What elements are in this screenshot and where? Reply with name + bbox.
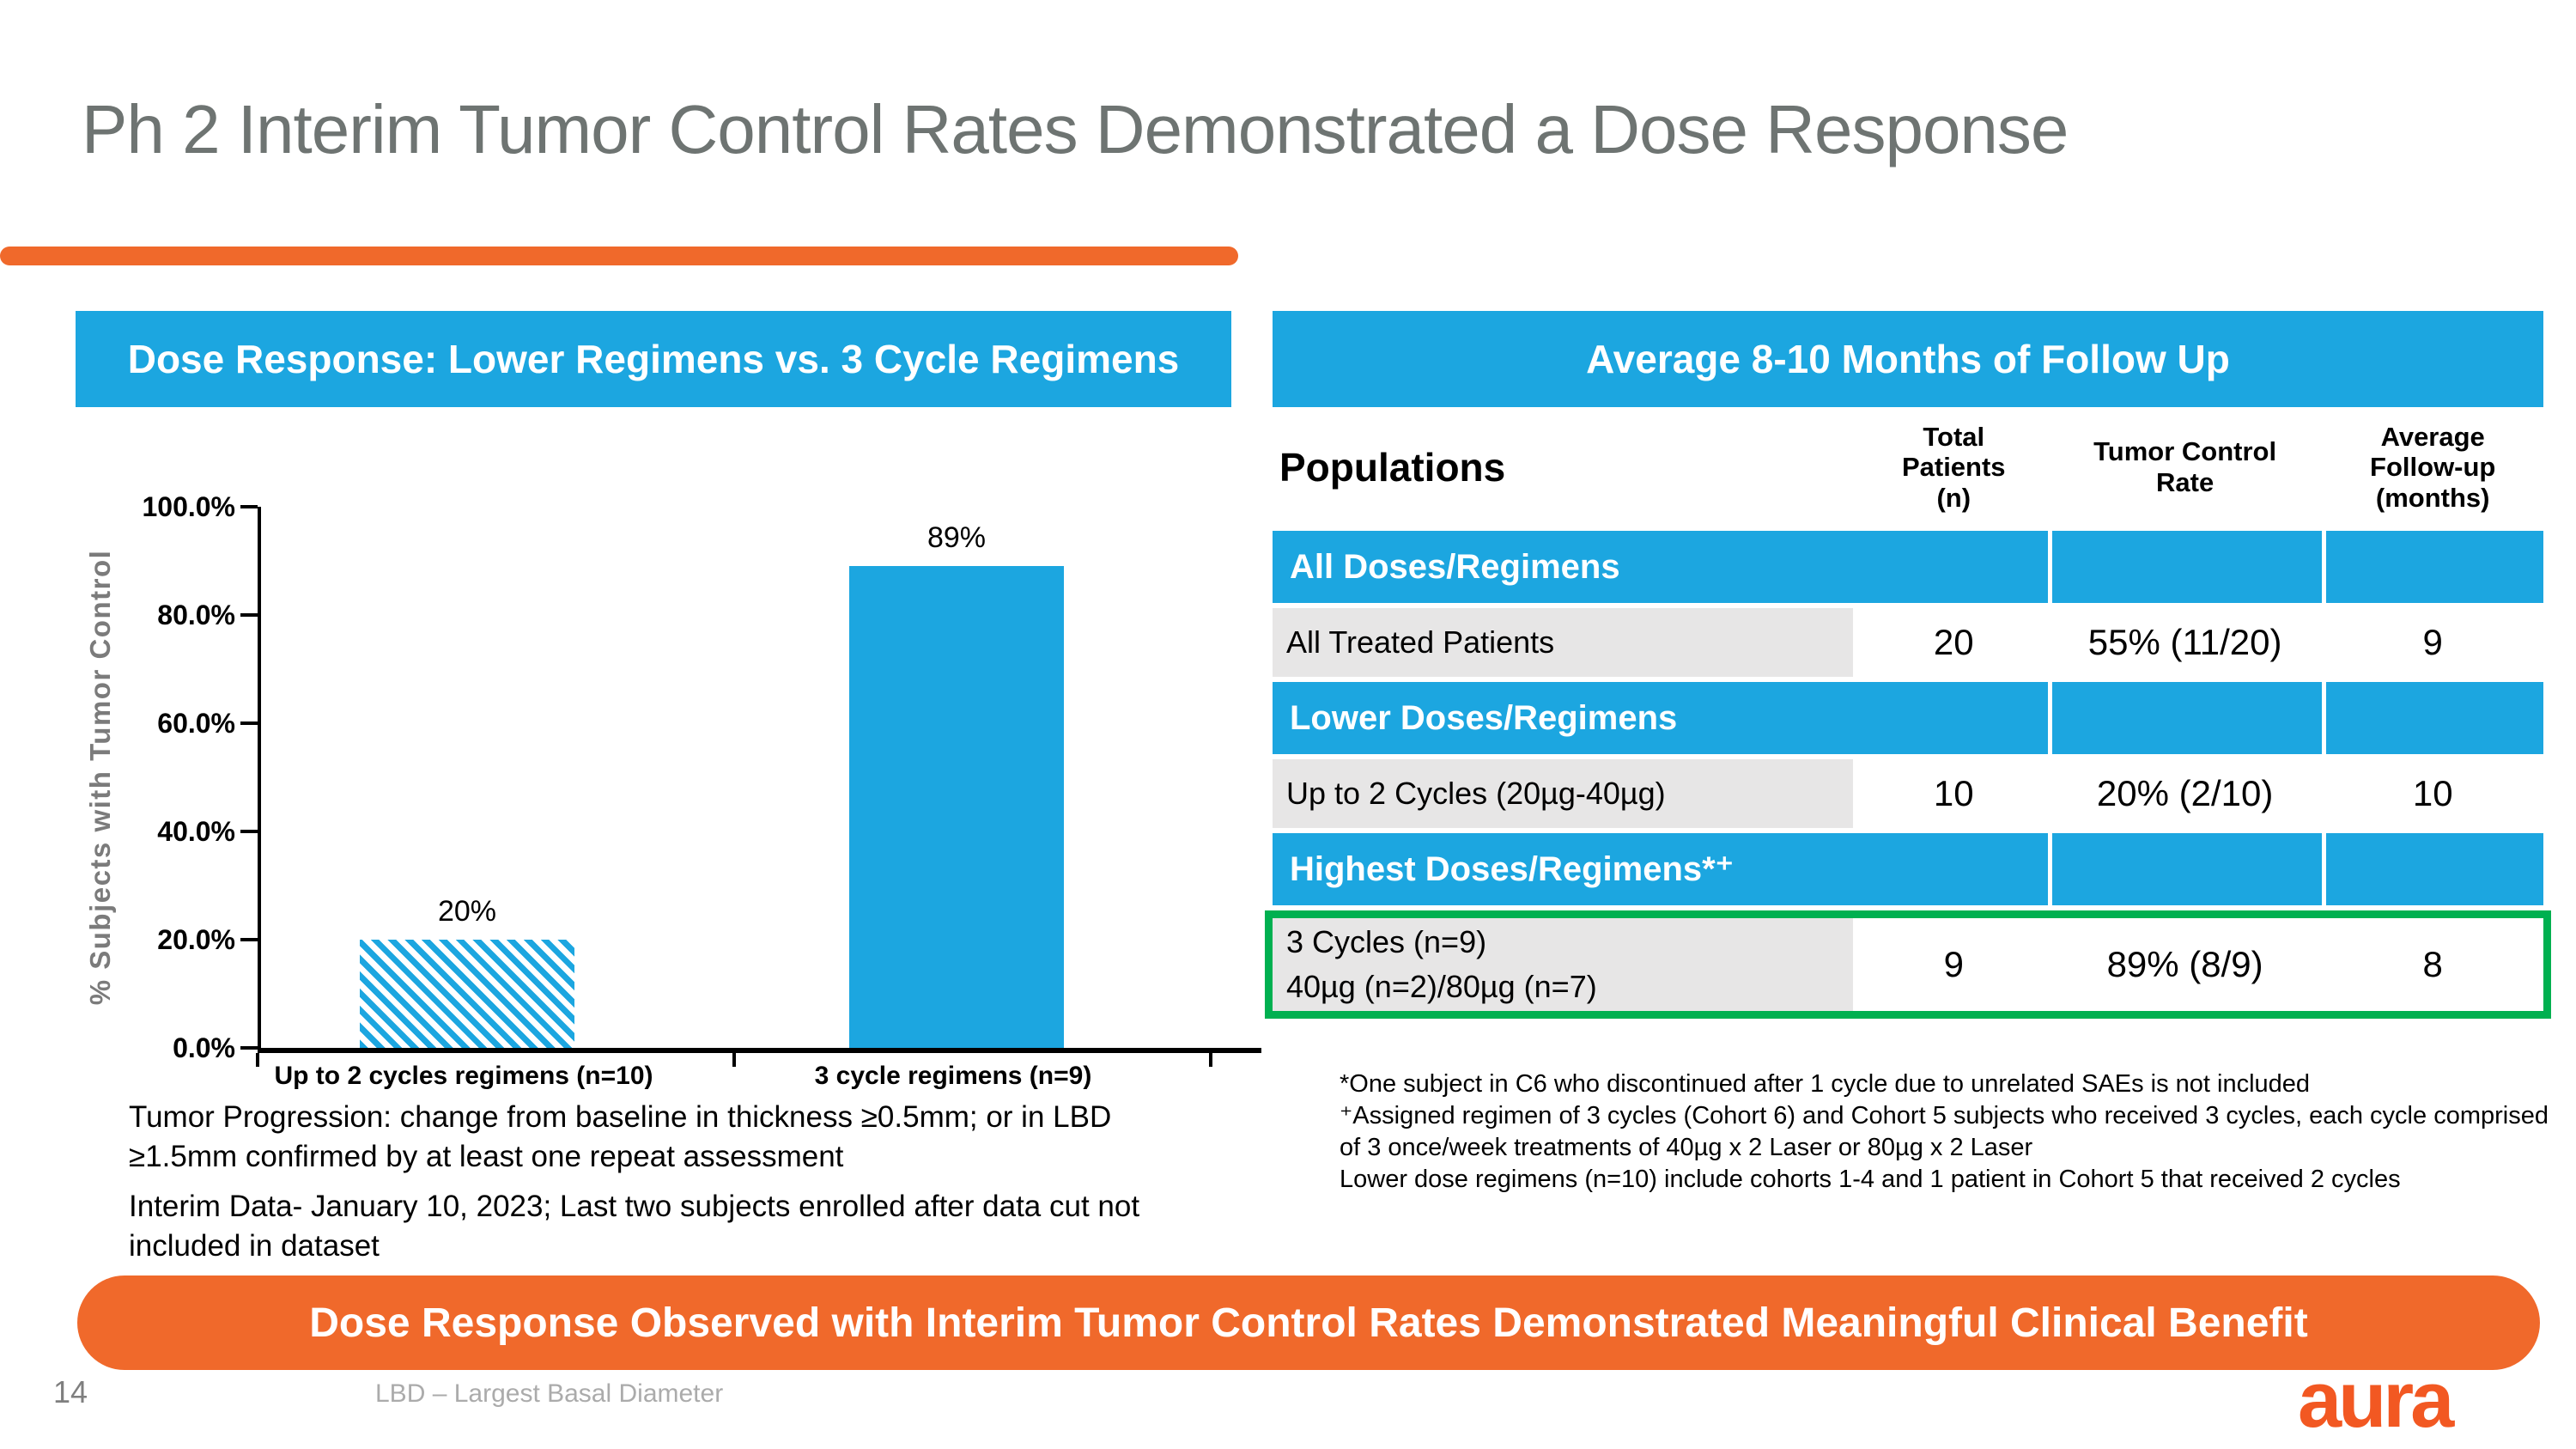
highlighted-row-outline: 3 Cycles (n=9) 40µg (n=2)/80µg (n=7) 9 89%… — [1265, 910, 2551, 1019]
row-value-cell: 55% (11/20) — [2087, 622, 2282, 662]
column-separator — [2322, 833, 2327, 905]
footnote-line: ⁺Assigned regimen of 3 cycles (Cohort 6)… — [1340, 1102, 2549, 1129]
column-separator — [2322, 531, 2327, 603]
column-header: Average Follow-up (months) — [2370, 421, 2496, 513]
lbd-abbreviation-note: LBD – Largest Basal Diameter — [375, 1379, 724, 1408]
column-header: Populations — [1279, 444, 1506, 490]
row-value-cell: 9 — [2422, 622, 2443, 662]
y-tick-mark — [240, 721, 258, 725]
followup-table: Populations Total Patients (n) Tumor Contr… — [1265, 409, 2551, 1024]
x-tick-mark — [1209, 1053, 1212, 1067]
y-tick-mark — [240, 938, 258, 941]
column-separator — [2322, 682, 2327, 754]
footnote-line: *One subject in C6 who discontinued afte… — [1340, 1070, 2311, 1098]
y-tick-mark — [240, 613, 258, 617]
section-row: All Doses/Regimens — [1273, 531, 2543, 603]
y-axis-title: % Subjects with Tumor Control — [84, 549, 116, 1006]
conclusion-banner-label: Dose Response Observed with Interim Tumo… — [309, 1300, 2308, 1346]
aura-logo: aura — [2298, 1356, 2454, 1444]
row-label-cell: Up to 2 Cycles (20µg-40µg) — [1273, 759, 1860, 828]
table-panel-header-label: Average 8-10 Months of Follow Up — [1586, 337, 2230, 381]
column-header: Tumor Control Rate — [2093, 436, 2277, 497]
column-separator — [2047, 833, 2052, 905]
page-number: 14 — [53, 1374, 88, 1409]
row-value-cell: 9 — [1943, 944, 1964, 984]
title-divider-bar — [0, 247, 1238, 265]
page-title: Ph 2 Interim Tumor Control Rates Demonst… — [82, 91, 2069, 167]
row-value-cell: 89% (8/9) — [2106, 944, 2263, 984]
x-tick-mark — [256, 1053, 259, 1067]
section-row-label: Lower Doses/Regimens — [1290, 698, 1678, 737]
section-row-label: Highest Doses/Regimens*⁺ — [1290, 850, 1734, 888]
y-tick-label: 100.0% — [142, 491, 235, 522]
y-tick-label: 0.0% — [173, 1032, 235, 1063]
y-tick-mark — [240, 830, 258, 833]
column-header: Total Patients (n) — [1901, 421, 2006, 513]
row-value-cell: 10 — [2412, 773, 2453, 813]
y-tick-label: 20.0% — [157, 924, 235, 955]
chart-plot-area: 20% 89% — [258, 507, 1261, 1053]
x-category-label: Up to 2 cycles regimens (n=10) — [274, 1062, 653, 1090]
dose-response-bar-chart: % Subjects with Tumor Control 20% 89% 100… — [76, 447, 1269, 1142]
bar-solid — [849, 566, 1064, 1048]
section-row: Highest Doses/Regimens*⁺ — [1273, 833, 2543, 905]
table-row: Up to 2 Cycles (20µg-40µg) 10 20% (2/10) 10 — [1273, 759, 2543, 828]
row-value-cell: 20% (2/10) — [2096, 773, 2274, 813]
chart-panel-header-label: Dose Response: Lower Regimens vs. 3 Cycl… — [127, 337, 1180, 381]
interim-data-note: Interim Data- January 10, 2023; Last two… — [129, 1190, 1140, 1263]
table-row: All Treated Patients 20 55% (11/20) 9 — [1273, 608, 2543, 677]
followup-table-body: All Doses/Regimens All Treated Patients 20… — [1265, 531, 2551, 1019]
bar-value-label: 89% — [927, 521, 987, 555]
conclusion-banner: Dose Response Observed with Interim Tumo… — [77, 1275, 2540, 1370]
row-value-cell: 8 — [2422, 944, 2443, 984]
y-tick-label: 80.0% — [157, 600, 235, 630]
y-tick-label: 60.0% — [157, 708, 235, 739]
row-value-cell: 20 — [1933, 622, 1974, 662]
bar-hatched — [360, 940, 574, 1048]
y-tick-mark — [240, 505, 258, 508]
column-separator — [2047, 531, 2052, 603]
footnote-line: Lower dose regimens (n=10) include cohor… — [1340, 1166, 2401, 1193]
chart-panel-header: Dose Response: Lower Regimens vs. 3 Cycl… — [76, 311, 1231, 407]
y-tick-label: 40.0% — [157, 816, 235, 847]
row-label-cell: All Treated Patients — [1273, 608, 1860, 677]
table-panel-header: Average 8-10 Months of Follow Up — [1273, 311, 2543, 407]
x-category-label: 3 cycle regimens (n=9) — [814, 1062, 1092, 1090]
followup-table-column-headers: Populations Total Patients (n) Tumor Contr… — [1273, 409, 2543, 526]
footnote-line: of 3 once/week treatments of 40µg x 2 La… — [1340, 1134, 2033, 1161]
row-value-cell: 10 — [1933, 773, 1974, 813]
y-tick-mark — [240, 1046, 258, 1050]
row-label-cell: 3 Cycles (n=9) 40µg (n=2)/80µg (n=7) — [1273, 918, 1860, 1011]
tumor-progression-note: Tumor Progression: change from baseline … — [129, 1100, 1112, 1173]
bar-value-label: 20% — [437, 895, 497, 928]
table-row: 3 Cycles (n=9) 40µg (n=2)/80µg (n=7) 9 89%… — [1273, 918, 2543, 1011]
column-separator — [2047, 682, 2052, 754]
section-row-label: All Doses/Regimens — [1290, 547, 1620, 586]
x-tick-mark — [732, 1053, 736, 1067]
section-row: Lower Doses/Regimens — [1273, 682, 2543, 754]
table-footnotes: *One subject in C6 who discontinued afte… — [1340, 1068, 2559, 1196]
